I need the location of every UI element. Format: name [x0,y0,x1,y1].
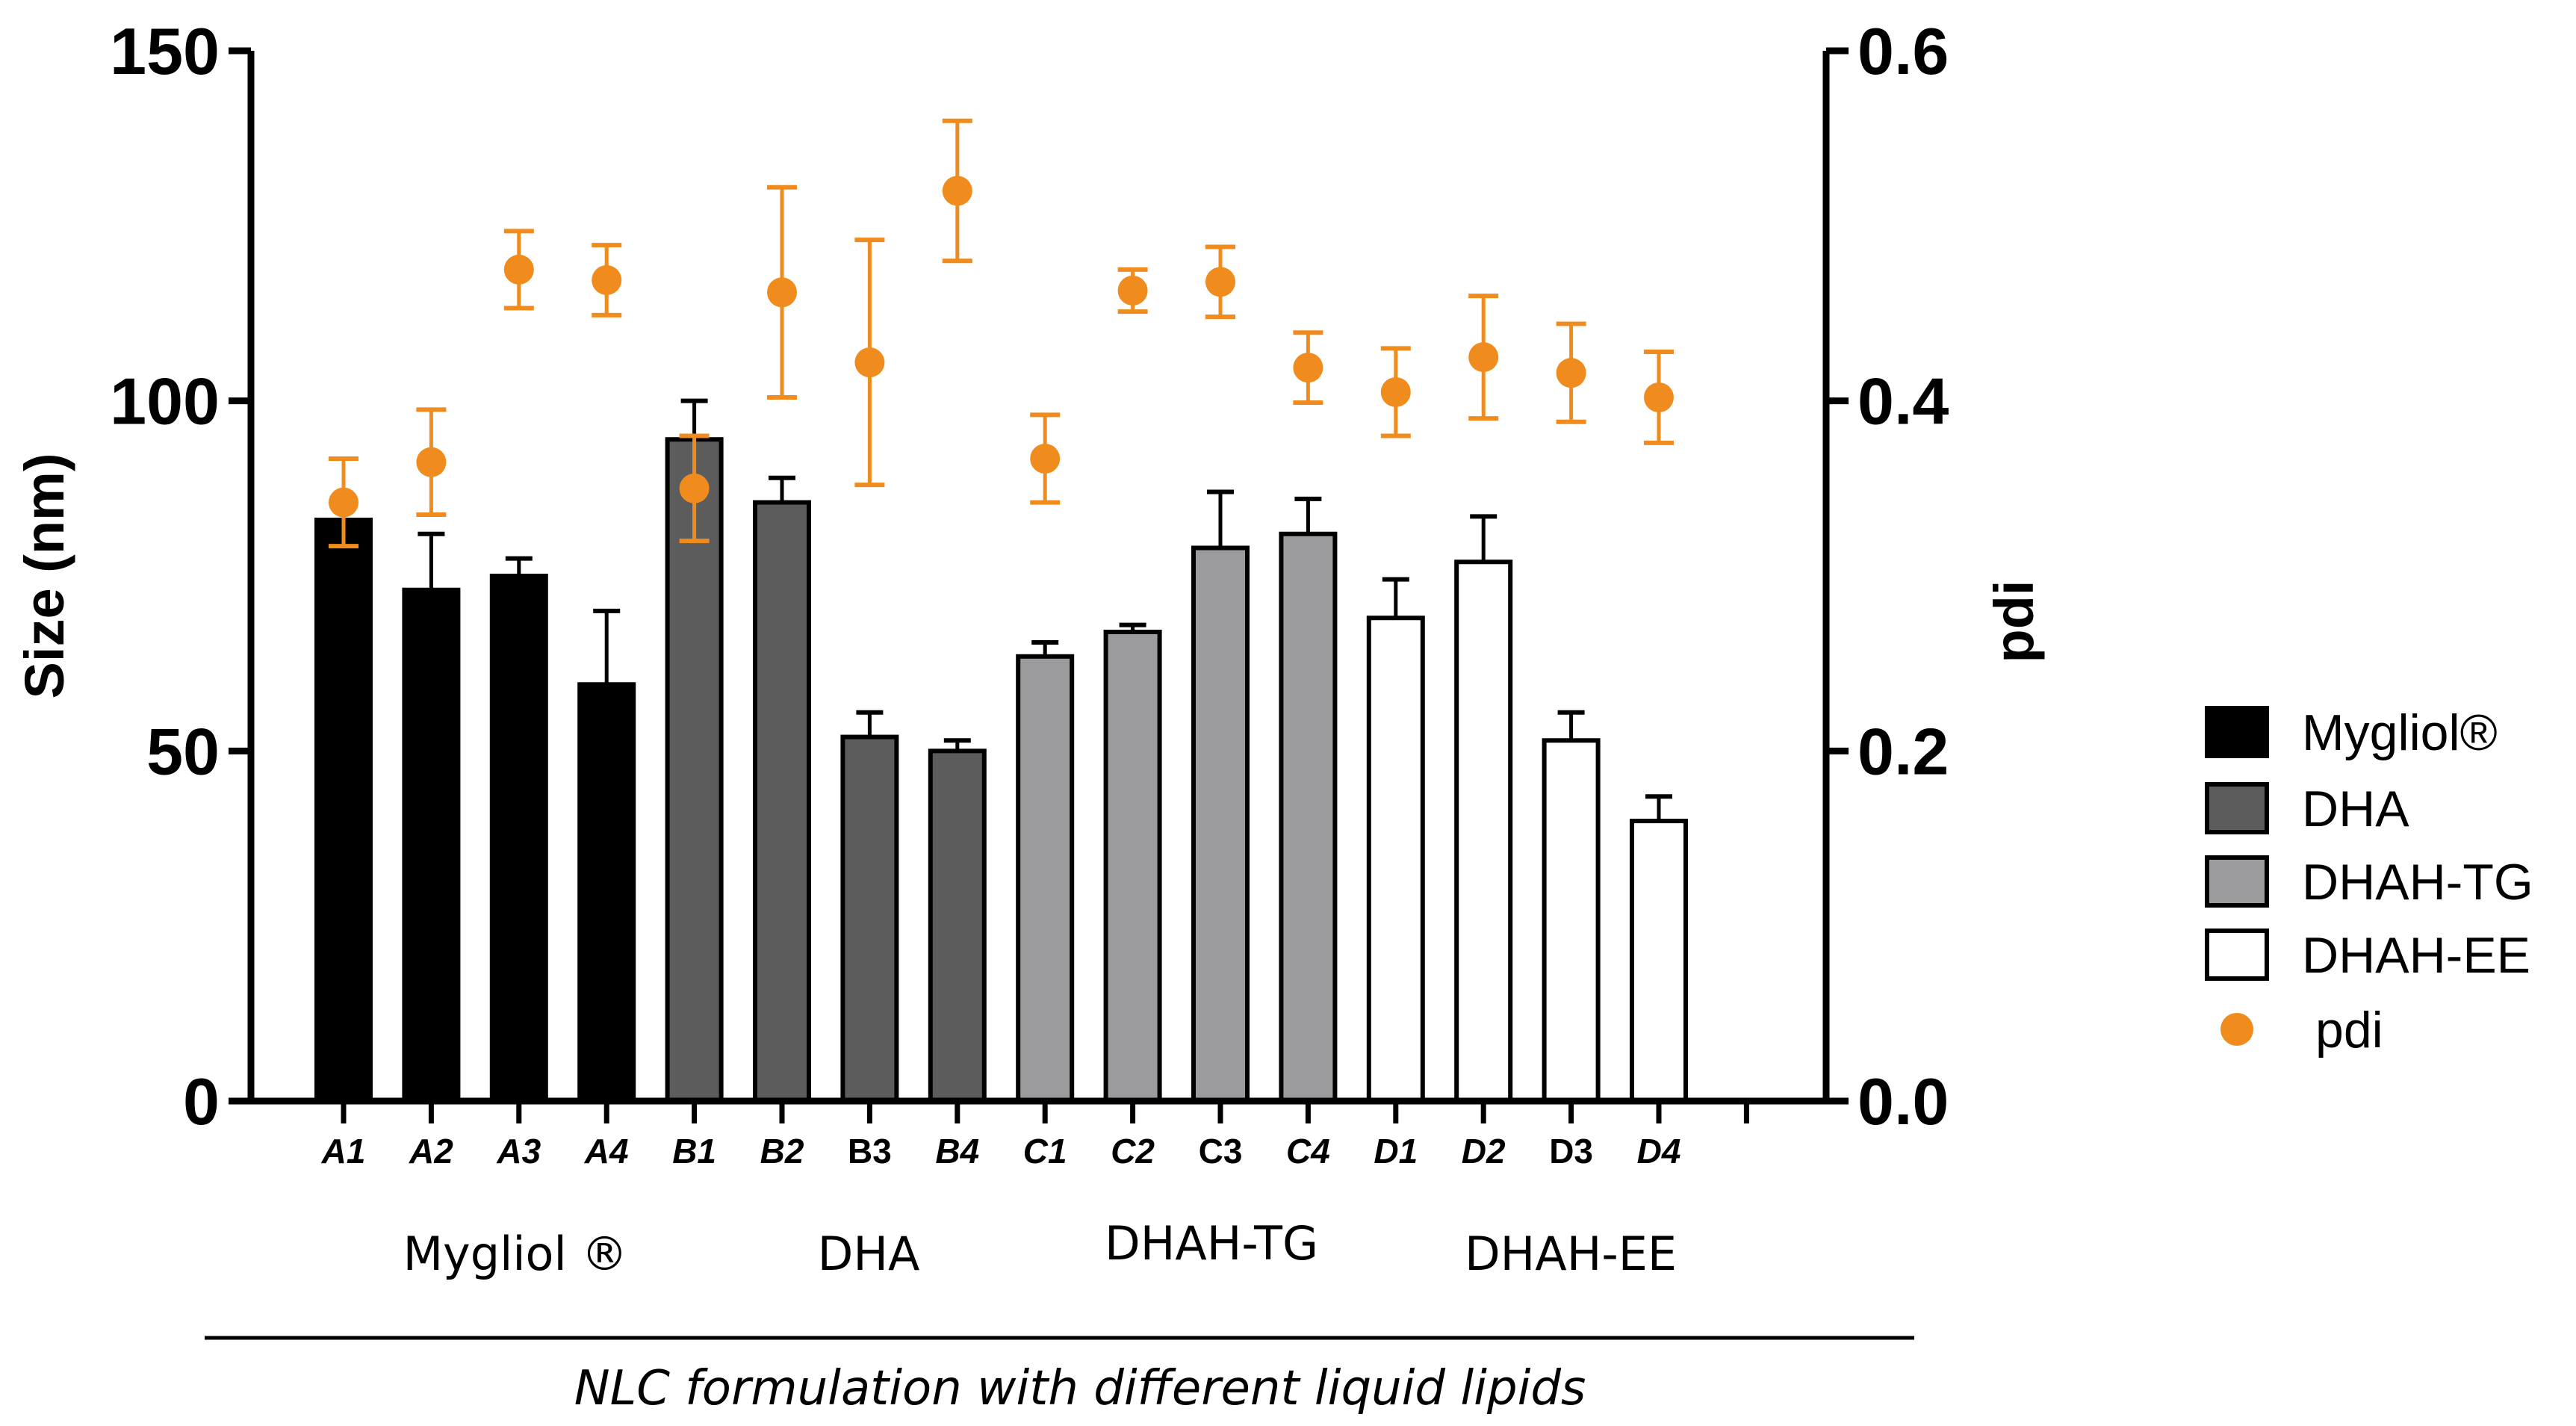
legend-swatch-4 [2205,929,2269,981]
pdi-point-D2 [1468,342,1499,373]
x-tick-label-B1: B1 [672,1132,716,1171]
pdi-point-B1 [679,473,710,503]
size-bar-C3 [1191,545,1250,1103]
legend-label-5: pdi [2315,1002,2383,1058]
chart-axes: 0 50 100 150 0.0 0.2 0.4 0.6 A1 A2 A3 A4 B1 B2 B3 B4 C1 C… [13,14,2045,1416]
legend-swatch-1 [2205,706,2269,758]
pdi-point-C3 [1205,267,1235,297]
legend-label-4: DHAH-EE [2302,927,2530,984]
group-label-2: DHA [818,1227,920,1281]
size-bar-B2 [753,500,811,1103]
y-tick-label-left: 0 [183,1064,220,1138]
y-tick-label-right: 0.6 [1857,14,1949,88]
y-tick-label-left: 100 [110,365,220,438]
pdi-point-A4 [592,264,622,295]
size-bar-A3 [489,574,548,1103]
size-bar-D2 [1454,559,1513,1103]
size-bar-A2 [402,587,461,1103]
x-tick-label-B3: B3 [848,1132,892,1171]
pdi-point-C4 [1293,353,1323,383]
x-tick-label-D1: D1 [1374,1132,1418,1171]
x-tick-label-A3: A3 [496,1132,541,1171]
size-bar-D1 [1366,616,1425,1103]
size-bar-C2 [1103,629,1162,1103]
x-tick-label-A1: A1 [321,1132,366,1171]
chart-legend: Mygliol® DHA DHAH-TG DHAH-EE pdi [2205,704,2533,1058]
x-tick-label-D3: D3 [1549,1132,1593,1171]
size-bar-B4 [928,748,987,1103]
x-tick-label-C4: C4 [1286,1132,1330,1171]
size-bar-A4 [577,682,636,1103]
size-bar-A1 [314,518,373,1103]
group-label-1: Mygliol ® [403,1227,628,1281]
y-tick-label-right: 0.2 [1857,714,1949,788]
size-bar-B3 [840,734,899,1103]
pdi-point-D3 [1556,358,1586,388]
y-tick-label-left: 50 [146,714,220,788]
x-tick-label-A4: A4 [584,1132,629,1171]
pdi-point-A3 [503,254,534,285]
pdi-point-B3 [854,347,885,378]
pdi-point-C2 [1117,276,1148,306]
pdi-point-A2 [416,447,447,477]
legend-label-3: DHAH-TG [2302,854,2533,911]
size-bar-B1 [665,437,724,1103]
x-axis-title: NLC formulation with different liquid li… [574,1361,1586,1416]
size-bar-D3 [1542,738,1601,1103]
x-tick-label-D4: D4 [1637,1132,1681,1171]
x-tick-label-A2: A2 [409,1132,453,1171]
chart-marks [314,118,1688,1103]
size-bar-D4 [1630,819,1688,1103]
x-tick-label-C2: C2 [1111,1132,1155,1171]
pdi-point-D4 [1644,382,1674,412]
legend-marker-pdi [2220,1013,2253,1046]
y-axis-title-right: pdi [1983,580,2045,663]
y-tick-label-right: 0.0 [1857,1064,1949,1138]
pdi-point-C1 [1030,443,1061,474]
pdi-point-D1 [1380,376,1411,407]
legend-label-2: DHA [2302,781,2409,837]
legend-swatch-3 [2205,855,2269,908]
x-tick-label-C1: C1 [1023,1132,1067,1171]
y-axis-title-left: Size (nm) [13,453,75,699]
legend-label-1: Mygliol® [2302,704,2498,761]
x-tick-label-D2: D2 [1462,1132,1506,1171]
group-label-4: DHAH-EE [1465,1227,1677,1281]
pdi-point-A1 [329,487,359,518]
legend-swatch-2 [2205,782,2269,834]
size-bar-C1 [1016,654,1075,1103]
size-bar-C4 [1279,531,1338,1103]
y-tick-label-left: 150 [110,14,220,88]
group-label-3: DHAH-TG [1105,1216,1318,1271]
x-tick-label-B4: B4 [935,1132,979,1171]
pdi-point-B4 [942,176,972,206]
y-tick-label-right: 0.4 [1857,365,1949,438]
x-tick-label-B2: B2 [760,1132,804,1171]
x-tick-label-C3: C3 [1199,1132,1243,1171]
pdi-point-B2 [767,277,797,308]
